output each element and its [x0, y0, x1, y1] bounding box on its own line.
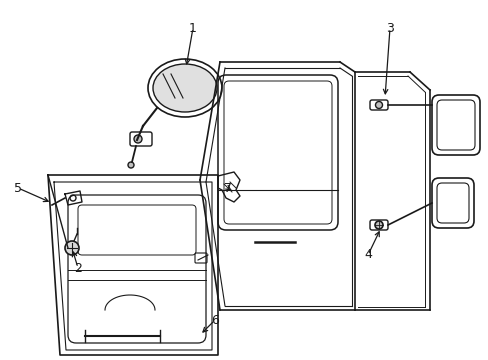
Ellipse shape	[153, 64, 217, 112]
Circle shape	[375, 102, 382, 108]
Text: 6: 6	[211, 314, 219, 327]
Circle shape	[128, 162, 134, 168]
Text: 3: 3	[385, 22, 393, 35]
Text: 2: 2	[74, 261, 82, 274]
Circle shape	[65, 241, 79, 255]
Text: 7: 7	[224, 181, 231, 194]
Circle shape	[134, 135, 142, 143]
Text: 4: 4	[364, 248, 371, 261]
Text: 5: 5	[14, 181, 22, 194]
Circle shape	[374, 221, 382, 229]
Text: 1: 1	[189, 22, 197, 35]
